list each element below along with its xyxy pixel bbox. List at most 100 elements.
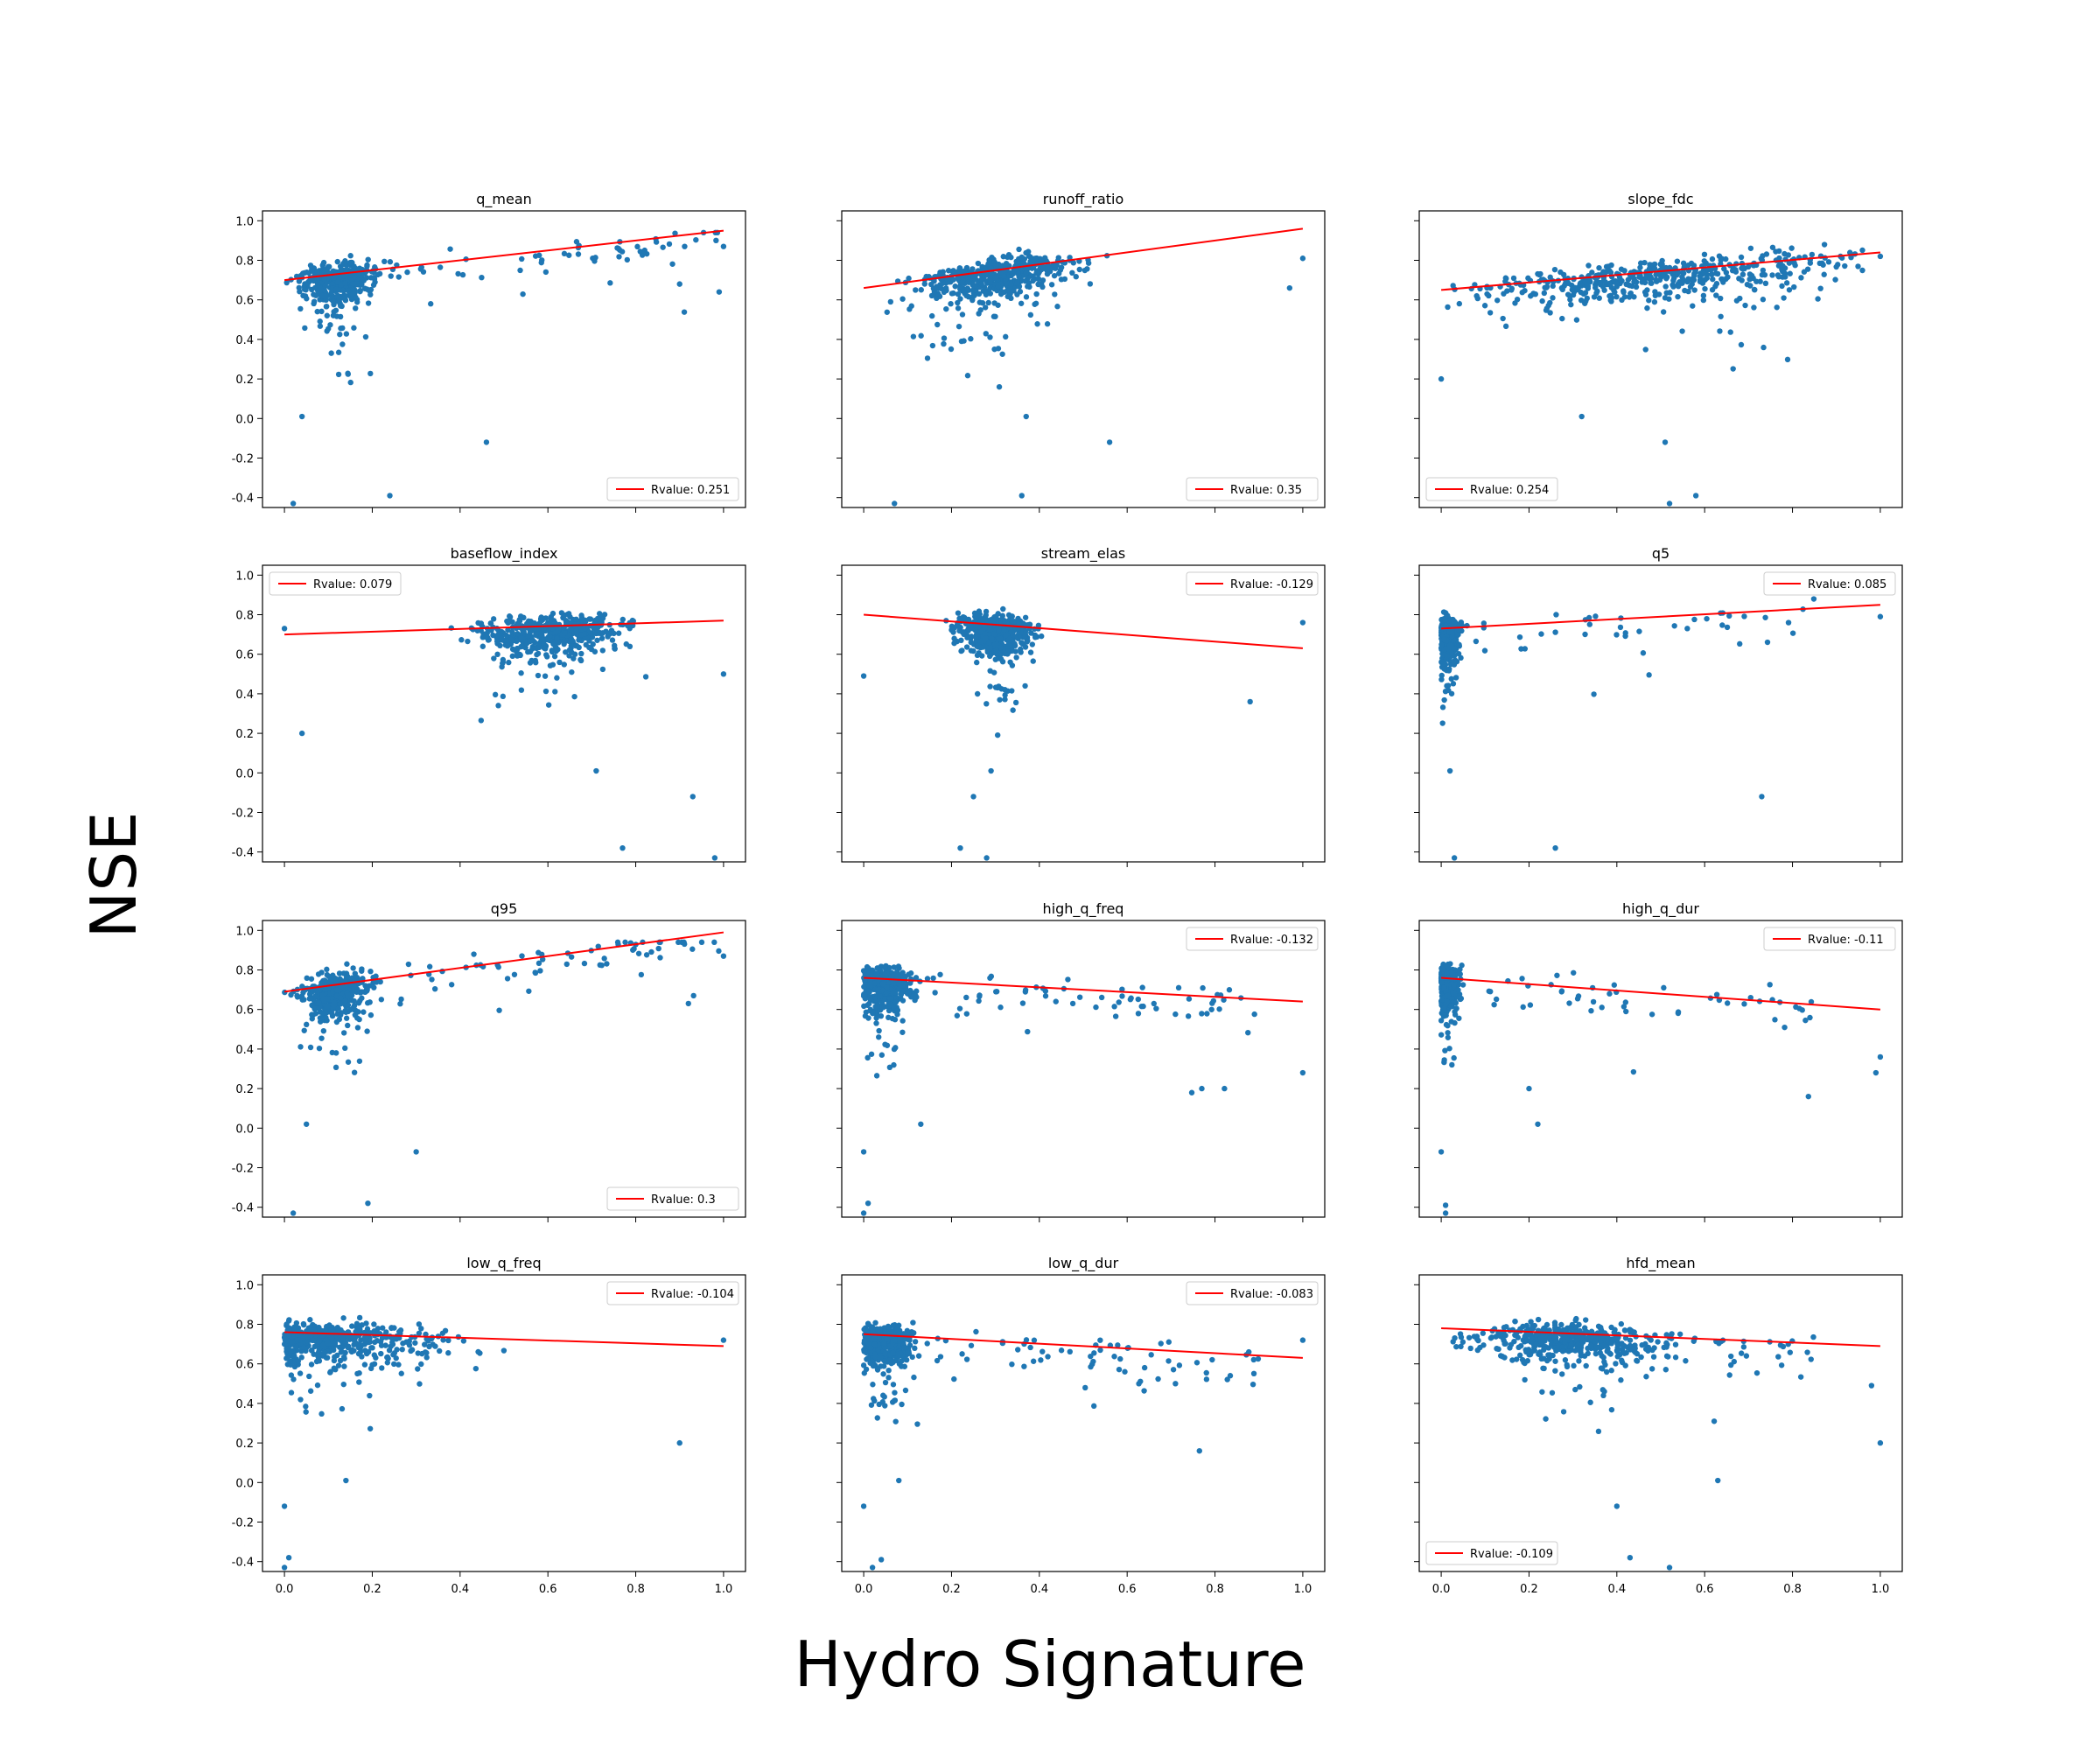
data-point: [1441, 1004, 1447, 1012]
data-point: [567, 626, 574, 633]
data-point: [894, 973, 900, 980]
data-point: [1747, 245, 1754, 251]
data-point: [497, 642, 503, 649]
data-point: [1577, 281, 1584, 287]
data-point: [987, 334, 993, 340]
data-point: [877, 992, 883, 999]
data-point: [1717, 328, 1723, 334]
data-point: [987, 626, 994, 633]
data-point: [1456, 1015, 1462, 1021]
data-point: [1444, 653, 1451, 660]
data-point: [964, 285, 970, 291]
data-point: [335, 1005, 341, 1012]
data-point: [1815, 296, 1821, 302]
data-point: [1299, 256, 1306, 262]
data-point: [1038, 281, 1045, 287]
data-point: [969, 634, 975, 640]
data-point: [995, 346, 1002, 352]
data-point: [978, 272, 984, 278]
data-point: [599, 666, 606, 673]
data-point: [1741, 1001, 1747, 1007]
data-point: [1618, 266, 1625, 272]
y-tick-label: 0.0: [235, 413, 254, 426]
data-point: [1810, 596, 1817, 602]
y-tick-label: -0.2: [232, 1517, 254, 1530]
data-point: [1208, 1006, 1214, 1012]
data-point: [984, 617, 990, 623]
x-tick-label: 0.6: [539, 1583, 557, 1596]
data-point: [1719, 622, 1726, 628]
legend-label: Rvalue: 0.251: [651, 484, 730, 497]
data-point: [1048, 282, 1055, 288]
data-point: [888, 974, 894, 980]
data-point: [480, 643, 486, 649]
data-point: [1029, 259, 1035, 266]
data-point: [416, 1330, 423, 1336]
data-point: [941, 335, 948, 341]
data-point: [1015, 270, 1021, 276]
data-point: [1564, 280, 1572, 286]
legend: Rvalue: 0.254: [1425, 477, 1558, 501]
data-point: [324, 966, 330, 973]
y-tick-label: 0.4: [235, 689, 254, 702]
data-point: [597, 962, 603, 969]
data-point: [505, 620, 511, 626]
y-tick-label: 0.8: [235, 610, 254, 623]
data-point: [1493, 996, 1500, 1003]
data-point: [308, 286, 315, 293]
data-point: [622, 939, 628, 946]
axes-frame: [841, 210, 1326, 508]
data-point: [1441, 696, 1447, 704]
subplot-title: stream_elas: [1041, 545, 1126, 563]
data-point: [1671, 623, 1677, 629]
data-point: [970, 794, 976, 800]
data-point: [970, 287, 976, 294]
data-point: [879, 981, 886, 987]
data-point: [996, 627, 1002, 634]
data-point: [298, 994, 304, 1000]
y-tick-label: 0.0: [235, 1477, 254, 1490]
data-point: [1751, 304, 1757, 311]
data-point: [1438, 375, 1445, 382]
data-point: [1692, 493, 1699, 499]
data-point: [1025, 638, 1031, 644]
data-point: [950, 290, 956, 297]
data-point: [426, 963, 433, 970]
data-point: [1210, 998, 1217, 1004]
data-point: [1554, 972, 1560, 978]
data-point: [1674, 258, 1681, 264]
data-point: [1522, 646, 1529, 652]
data-point: [924, 976, 931, 982]
data-point: [1559, 315, 1565, 322]
data-point: [1780, 274, 1786, 280]
regression-line: [1441, 604, 1880, 630]
data-point: [906, 275, 912, 282]
data-point: [1481, 648, 1488, 654]
data-point: [1730, 366, 1736, 372]
data-point: [955, 305, 962, 312]
data-point: [328, 350, 334, 356]
data-point: [1625, 276, 1632, 283]
data-point: [898, 991, 905, 998]
data-point: [335, 371, 342, 378]
data-point: [641, 247, 648, 254]
data-point: [872, 980, 878, 986]
data-point: [1112, 1013, 1119, 1019]
data-point: [314, 308, 320, 315]
data-point: [1030, 658, 1036, 664]
data-point: [1002, 650, 1009, 657]
legend-box: [1186, 927, 1319, 951]
data-point: [1442, 1210, 1449, 1216]
data-point: [1684, 278, 1690, 285]
data-point: [1446, 628, 1452, 635]
data-point: [1003, 333, 1009, 340]
data-point: [1573, 317, 1580, 323]
data-point: [976, 311, 982, 317]
data-point: [1076, 994, 1083, 1000]
data-point: [366, 983, 373, 989]
data-point: [1446, 618, 1452, 624]
data-point: [594, 626, 600, 633]
data-point: [943, 285, 949, 291]
data-point: [989, 634, 995, 641]
legend-box: [269, 571, 402, 596]
